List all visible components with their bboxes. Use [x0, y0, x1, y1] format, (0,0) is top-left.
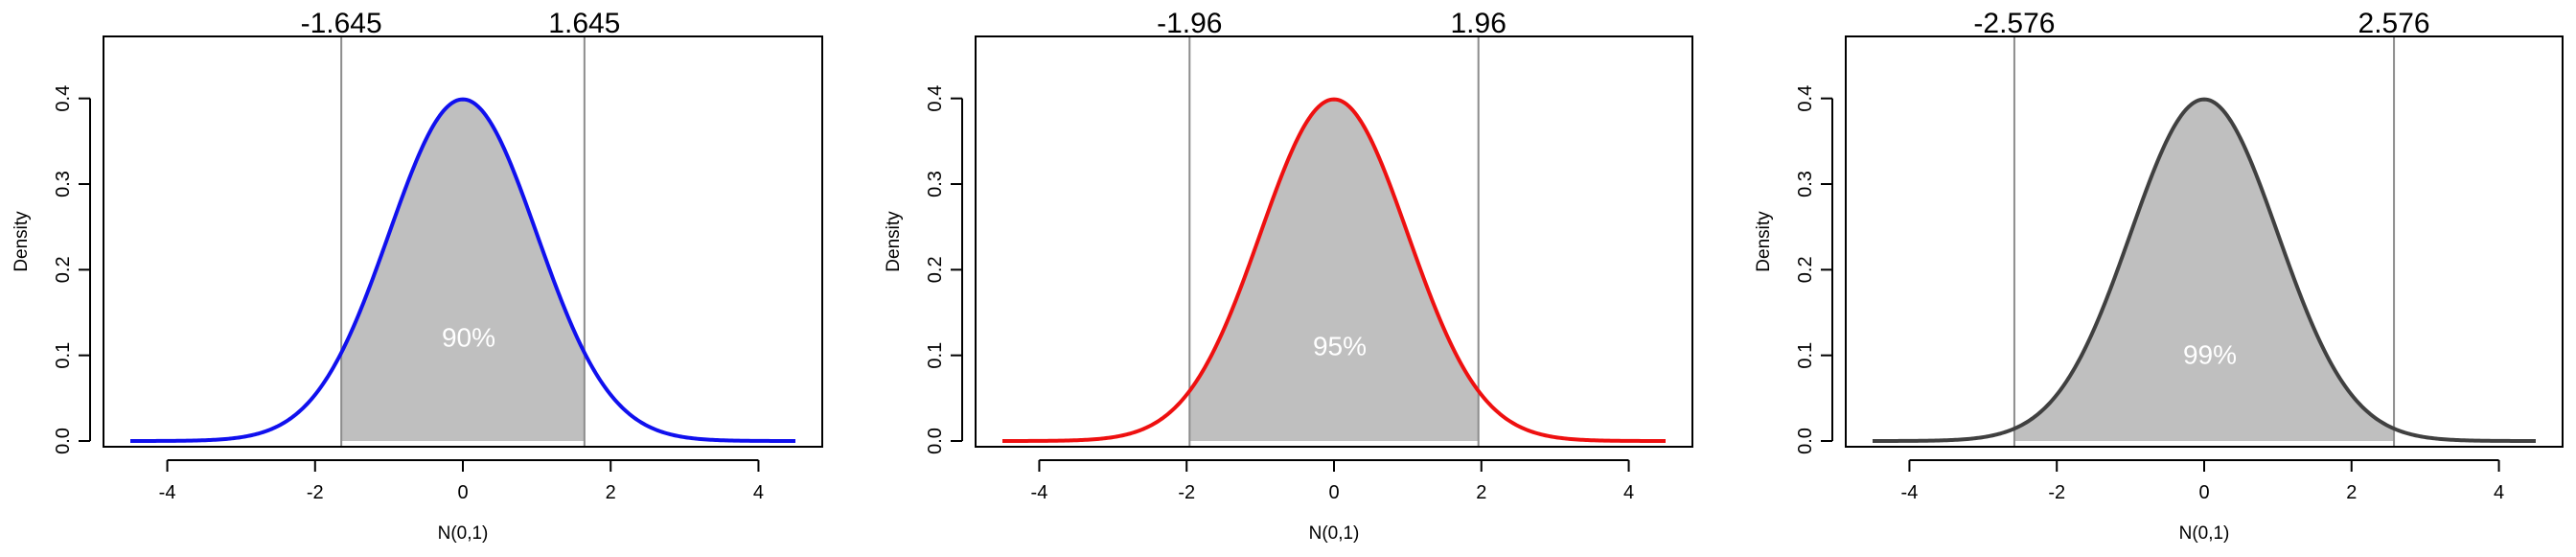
- critical-value-label-left: -1.645: [301, 8, 382, 39]
- x-axis-title: N(0,1): [1309, 523, 1360, 544]
- shaded-area: [2013, 99, 2395, 442]
- x-axis-title: N(0,1): [2179, 523, 2230, 544]
- plot-frame: [103, 35, 823, 448]
- chart-panel-1: -4 -2 0 2 4 0.0 0.1 0.2 0.3 0.4 N(0,1) Density -1.64…: [12, 8, 823, 544]
- critical-value-label-left: -2.576: [1973, 8, 2055, 39]
- y-tick-label: 0.1: [53, 342, 74, 369]
- chart-panel-3: -4 -2 0 2 4 0.0 0.1 0.2 0.3 0.4 N(0,1) Density -2.57…: [1754, 8, 2564, 544]
- y-tick-label: 0.0: [1795, 428, 1816, 454]
- coverage-percent-label: 95%: [1313, 332, 1367, 361]
- y-tick-label: 0.3: [1795, 171, 1816, 197]
- plot-frame: [975, 35, 1693, 448]
- y-tick-label: 0.4: [53, 85, 74, 112]
- y-tick-label: 0.4: [925, 85, 946, 112]
- x-tick-label: -2: [2048, 482, 2065, 503]
- y-axis-title: Density: [12, 211, 32, 272]
- y-tick-label: 0.3: [925, 171, 946, 197]
- critical-value-label-left: -1.96: [1157, 8, 1222, 39]
- y-axis-title: Density: [1754, 211, 1774, 272]
- y-tick-label: 0.2: [53, 256, 74, 283]
- shaded-area: [341, 99, 585, 442]
- x-tick-label: 4: [1623, 482, 1634, 503]
- x-tick-label: 2: [606, 482, 616, 503]
- y-tick-label: 0.3: [53, 171, 74, 197]
- density-curve: [1001, 97, 1667, 443]
- x-tick-label: 2: [1476, 482, 1486, 503]
- x-tick-label: 0: [2198, 482, 2209, 503]
- coverage-percent-label: 90%: [442, 323, 495, 353]
- y-tick-label: 0.2: [925, 256, 946, 283]
- y-tick-label: 0.0: [53, 428, 74, 454]
- critical-value-label-right: 1.96: [1451, 8, 1506, 39]
- density-curve: [1872, 97, 2537, 443]
- y-tick-label: 0.2: [1795, 256, 1816, 283]
- critical-value-label-right: 1.645: [548, 8, 620, 39]
- x-tick-label: -4: [1031, 482, 1048, 503]
- x-tick-label: -4: [1901, 482, 1919, 503]
- x-axis-title: N(0,1): [438, 523, 489, 544]
- y-axis-title: Density: [884, 211, 904, 272]
- plot-frame: [1845, 35, 2564, 448]
- x-tick-label: 0: [457, 482, 468, 503]
- x-tick-label: 0: [1328, 482, 1339, 503]
- x-tick-label: 4: [2494, 482, 2504, 503]
- density-curve: [129, 97, 796, 443]
- coverage-percent-label: 99%: [2183, 340, 2237, 370]
- y-tick-label: 0.0: [925, 428, 946, 454]
- y-tick-label: 0.4: [1795, 85, 1816, 112]
- x-tick-label: 2: [2346, 482, 2357, 503]
- x-tick-label: 4: [753, 482, 764, 503]
- chart-panel-2: -4 -2 0 2 4 0.0 0.1 0.2 0.3 0.4 N(0,1) Density -1.96…: [884, 8, 1693, 544]
- shaded-area: [1189, 99, 1479, 442]
- x-tick-label: -2: [307, 482, 324, 503]
- x-tick-label: -2: [1178, 482, 1195, 503]
- y-tick-label: 0.1: [925, 342, 946, 369]
- x-tick-label: -4: [159, 482, 176, 503]
- critical-value-label-right: 2.576: [2358, 8, 2430, 39]
- y-tick-label: 0.1: [1795, 342, 1816, 369]
